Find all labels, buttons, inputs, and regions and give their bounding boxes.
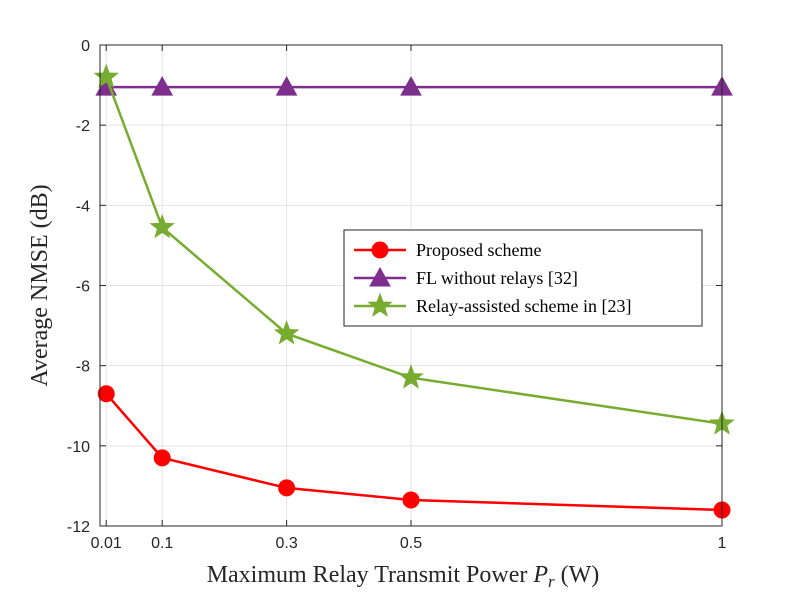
x-tick-label: 0.5 xyxy=(400,535,422,552)
y-tick-label: -4 xyxy=(76,198,90,215)
x-tick-label: 1 xyxy=(718,535,727,552)
legend: Proposed scheme FL without relays [32] Rel… xyxy=(343,229,703,327)
data-point-s1-3 xyxy=(400,76,422,96)
y-tick-label: 0 xyxy=(81,38,90,55)
x-axis-label-prefix: Maximum Relay Transmit Power xyxy=(207,562,534,588)
y-tick-label: -6 xyxy=(76,279,90,296)
y-axis-label: Average NMSE (dB) xyxy=(27,184,53,386)
data-point-s2-2 xyxy=(273,320,300,345)
axes xyxy=(99,44,723,527)
x-tick-label: 0.1 xyxy=(151,535,173,552)
legend-marker-1 xyxy=(369,266,391,287)
x-tick-label: 0.3 xyxy=(275,535,297,552)
legend-label-0: Proposed scheme xyxy=(416,240,541,260)
data-point-s2-0 xyxy=(93,63,120,88)
data-point-s0-0 xyxy=(97,385,115,403)
data-point-s0-1 xyxy=(153,449,171,467)
legend-marker-0 xyxy=(371,241,389,259)
x-axis-label-suffix: (W) xyxy=(555,562,600,588)
y-tick-label: -12 xyxy=(67,519,90,536)
x-tick-label: 0.01 xyxy=(91,535,122,552)
data-point-s1-1 xyxy=(151,76,174,96)
y-tick-label: -10 xyxy=(67,439,90,456)
data-point-s0-2 xyxy=(278,479,296,497)
y-tick-label: -2 xyxy=(76,118,90,135)
legend-marker-2 xyxy=(367,292,393,317)
x-axis-label-sub: r xyxy=(548,572,555,591)
x-axis-label: Maximum Relay Transmit Power Pr (W) xyxy=(207,562,600,591)
legend-label-1: FL without relays [32] xyxy=(416,268,578,288)
data-point-s2-1 xyxy=(149,213,175,239)
x-axis-label-var: P xyxy=(532,562,548,588)
tick-labels: 0.01 0.1 0.3 0.5 1 0 -2 -4 -6 -8 -10 -12 xyxy=(67,38,727,552)
data-point-s0-3 xyxy=(402,491,420,509)
data-point-s2-3 xyxy=(398,364,424,389)
legend-label-2: Relay-assisted scheme in [23] xyxy=(416,296,631,316)
data-point-s1-2 xyxy=(275,76,298,96)
series-layer xyxy=(93,63,735,519)
y-tick-label: -8 xyxy=(76,359,90,376)
